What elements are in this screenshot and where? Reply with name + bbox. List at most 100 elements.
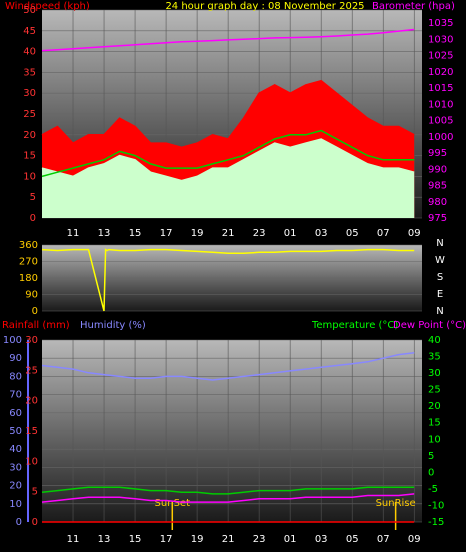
tick-label: 10 [23,171,36,182]
tick-label: 5 [30,192,36,203]
tick-label: 30 [23,88,36,99]
chart-title: 24 hour graph day : 08 November 2025 [165,1,364,12]
tick-label: 0 [428,467,434,478]
tick-label: 20 [23,130,36,141]
tick-label: 0 [32,517,38,528]
x-tick-label: 07 [377,534,390,545]
x-tick-label: 21 [222,228,235,239]
rain-label: Rainfall (mm) [2,320,70,331]
tick-label: 40 [428,335,441,346]
tick-label: 1010 [428,99,453,110]
compass-label: S [437,272,443,283]
x-tick-label: 17 [160,228,173,239]
x-tick-label: 01 [284,534,297,545]
tick-label: 985 [428,181,447,192]
x-tick-label: 15 [129,534,142,545]
compass-label: W [435,255,445,266]
tick-label: 80 [9,371,22,382]
compass-label: E [437,289,443,300]
tick-label: 30 [25,335,38,346]
temp-label: Temperature (°C) [311,320,398,331]
tick-label: 60 [9,408,22,419]
series-line [41,28,415,52]
x-tick-label: 21 [222,534,235,545]
tick-label: 15 [23,151,36,162]
tick-label: 20 [25,396,38,407]
tick-label: 995 [428,148,447,159]
tick-label: 90 [25,290,38,301]
x-tick-label: 23 [253,534,266,545]
tick-label: 20 [9,481,22,492]
tick-label: 0 [32,306,38,317]
tick-label: 1030 [428,34,453,45]
tick-label: 270 [19,257,38,268]
x-tick-label: 15 [129,228,142,239]
tick-label: 20 [428,401,441,412]
tick-label: 35 [428,352,441,363]
tick-label: 975 [428,213,447,224]
tick-label: 15 [25,426,38,437]
tick-label: -5 [428,484,438,495]
tick-label: 100 [3,335,22,346]
tick-label: 45 [23,26,36,37]
x-tick-label: 11 [67,228,80,239]
x-tick-label: 09 [408,534,421,545]
series-line [41,138,415,182]
x-tick-label: 19 [191,534,204,545]
tick-label: 1005 [428,116,453,127]
tick-label: 30 [9,462,22,473]
y2-axis-label: Barometer (hpa) [372,1,455,12]
tick-label: 1025 [428,51,453,62]
x-tick-label: 05 [346,534,359,545]
tick-label: 0 [16,517,22,528]
tick-label: 1035 [428,18,453,29]
x-tick-label: 11 [67,534,80,545]
x-tick-label: 05 [346,228,359,239]
area-fill [42,139,415,218]
series-line [41,79,415,149]
tick-label: 5 [32,487,38,498]
series-line [41,493,415,503]
tick-label: 70 [9,390,22,401]
tick-label: 1015 [428,83,453,94]
tick-label: 90 [9,353,22,364]
tick-label: 10 [428,434,441,445]
tick-label: 50 [9,426,22,437]
tick-label: 1000 [428,132,453,143]
compass-label: N [436,238,443,249]
annotation: SunSet [155,498,191,509]
tick-label: 15 [428,418,441,429]
x-tick-label: 13 [98,534,111,545]
tick-label: 25 [428,385,441,396]
x-tick-label: 19 [191,228,204,239]
tick-label: 980 [428,197,447,208]
tick-label: 1020 [428,67,453,78]
tick-label: 0 [30,213,36,224]
tick-label: 50 [23,5,36,16]
compass-label: N [436,306,443,317]
tick-label: 990 [428,164,447,175]
tick-label: -10 [428,500,444,511]
x-tick-label: 03 [315,534,328,545]
tick-label: 25 [23,109,36,120]
x-tick-label: 23 [253,228,266,239]
tick-label: 35 [23,67,36,78]
x-tick-label: 09 [408,228,421,239]
x-tick-label: 17 [160,534,173,545]
tick-label: 360 [19,240,38,251]
tick-label: 180 [19,273,38,284]
tick-label: 10 [25,456,38,467]
dew-label: Dew Point (°C) [393,320,466,331]
x-tick-label: 13 [98,228,111,239]
tick-label: 25 [25,365,38,376]
series-line [41,486,415,495]
y-axis-label: Windspeed (kph) [5,1,90,12]
tick-label: 10 [9,499,22,510]
series-line [41,351,415,381]
tick-label: 5 [428,451,434,462]
x-tick-label: 07 [377,228,390,239]
x-tick-label: 03 [315,228,328,239]
humidity-label: Humidity (%) [80,320,146,331]
tick-label: -15 [428,517,444,528]
